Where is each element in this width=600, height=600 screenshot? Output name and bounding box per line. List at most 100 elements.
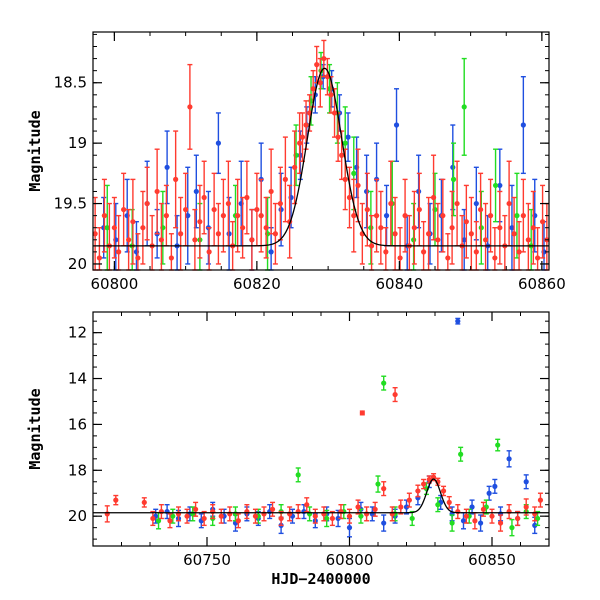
bottom-series-2-point xyxy=(364,506,370,522)
bottom-series-2-point xyxy=(463,508,469,524)
bottom-series-1-point xyxy=(358,508,364,524)
bottom-series-1-point xyxy=(295,467,301,483)
top-series-0-point xyxy=(450,124,456,211)
top-series-0-point xyxy=(185,166,191,265)
top-series-0-point xyxy=(215,112,221,175)
top-series-2-point xyxy=(335,112,341,162)
bottom-series-1-point xyxy=(307,506,313,522)
bottom-series-2-point xyxy=(227,506,233,522)
top-x-tick-label: 60800 xyxy=(91,275,139,293)
top-series-2-point xyxy=(324,57,331,96)
bottom-series-2-point xyxy=(269,501,276,517)
bottom-y-tick-label: 16 xyxy=(68,415,87,433)
bottom-series-1-point xyxy=(495,438,501,452)
bottom-series-2-point xyxy=(252,508,259,524)
top-y-tick-label: 19 xyxy=(68,134,87,152)
top-series-2-point xyxy=(314,45,320,84)
top-series-1-point xyxy=(478,190,484,265)
top-series-2-point xyxy=(402,178,408,253)
top-series-2-point xyxy=(287,184,293,259)
bottom-series-0-point xyxy=(455,317,461,325)
top-series-2-point xyxy=(492,227,498,271)
top-series-2-point xyxy=(525,202,531,271)
top-series-2-point xyxy=(449,190,455,265)
top-series-0-point xyxy=(345,112,351,162)
top-series-2-point xyxy=(497,190,503,265)
bottom-series-2-point xyxy=(392,387,398,403)
top-series-2-point xyxy=(258,178,264,253)
top-series-2-point xyxy=(220,178,226,253)
top-series-2-point xyxy=(277,166,283,241)
bottom-series-0-point xyxy=(506,450,512,468)
top-series-0-point xyxy=(278,172,284,247)
bottom-series-2-point xyxy=(355,499,361,515)
top-series-2-point xyxy=(440,178,446,253)
bottom-x-tick-label: 60800 xyxy=(326,551,374,569)
top-series-2-point xyxy=(101,178,107,253)
bottom-y-tick-label: 12 xyxy=(68,324,87,342)
top-series-2-point xyxy=(397,227,403,271)
bottom-series-2-point xyxy=(167,513,173,529)
bottom-x-tick-label: 60850 xyxy=(468,551,516,569)
top-series-2-point xyxy=(520,178,526,253)
bottom-series-2-point xyxy=(455,504,461,520)
bottom-series-2-point xyxy=(480,501,487,517)
bottom-series-2-point xyxy=(415,484,421,498)
top-y-tick-label: 20 xyxy=(68,255,87,273)
top-series-2-point xyxy=(235,178,241,253)
top-series-2-point xyxy=(211,172,217,247)
bottom-series-0-point xyxy=(164,504,170,520)
top-series-2-point xyxy=(249,208,255,271)
bottom-series-1-point xyxy=(324,509,330,528)
top-series-2-point xyxy=(272,202,278,265)
bottom-series-2-point xyxy=(235,513,241,529)
top-series-2-point xyxy=(282,136,288,223)
top-panel-zoom: 60800 60820 60840 60860 18.5 19 19.5 20 Magnitu… xyxy=(26,31,566,293)
bottom-y-tick-label: 18 xyxy=(68,461,87,479)
top-series-2-point xyxy=(111,196,117,259)
bottom-series-2-point xyxy=(184,508,190,524)
bottom-series-2-point xyxy=(359,410,365,416)
top-series-2-point xyxy=(163,184,169,247)
top-series-2-point xyxy=(364,172,370,247)
bottom-series-2-point xyxy=(421,478,427,490)
top-series-2-point xyxy=(178,196,184,271)
bottom-series-0-point xyxy=(486,485,492,501)
bottom-series-0-point xyxy=(381,514,387,532)
bottom-series-2-point xyxy=(312,508,318,524)
top-series-2-point xyxy=(254,172,260,247)
top-series-2-point xyxy=(416,172,422,247)
top-series-1-point xyxy=(514,172,520,259)
bottom-series-2-point xyxy=(398,499,404,515)
top-y-tick-label: 19.5 xyxy=(54,195,87,213)
bottom-series-1-point xyxy=(375,475,381,493)
top-series-2-point xyxy=(468,196,474,271)
top-series-2-point xyxy=(168,233,174,271)
top-series-2-point xyxy=(130,178,136,265)
top-series-0-point xyxy=(226,196,232,271)
bottom-series-2-point xyxy=(201,510,207,527)
top-panel-y-axis-label: Magnitude xyxy=(26,110,44,191)
bottom-series-1-point xyxy=(509,518,515,537)
top-series-2-point xyxy=(502,214,508,271)
top-series-2-point xyxy=(292,130,298,205)
bottom-series-1-point xyxy=(535,510,541,527)
bottom-panel-model-curve xyxy=(93,478,549,514)
top-series-2-point xyxy=(530,190,536,265)
top-series-2-point xyxy=(154,148,160,235)
top-series-2-point xyxy=(268,148,274,235)
top-series-2-point xyxy=(244,160,250,235)
bottom-series-2-point xyxy=(158,504,164,520)
top-series-2-point xyxy=(378,190,384,265)
top-series-2-point xyxy=(454,160,460,247)
bottom-series-0-point xyxy=(478,514,484,532)
top-series-2-point xyxy=(121,172,127,247)
bottom-series-2-point xyxy=(104,505,110,523)
bottom-series-0-point xyxy=(469,499,475,515)
bottom-series-2-point xyxy=(261,506,267,522)
bottom-series-2-point xyxy=(381,481,387,497)
top-series-1-point xyxy=(368,190,374,265)
bottom-series-2-point xyxy=(406,492,412,508)
bottom-series-2-point xyxy=(193,501,199,517)
